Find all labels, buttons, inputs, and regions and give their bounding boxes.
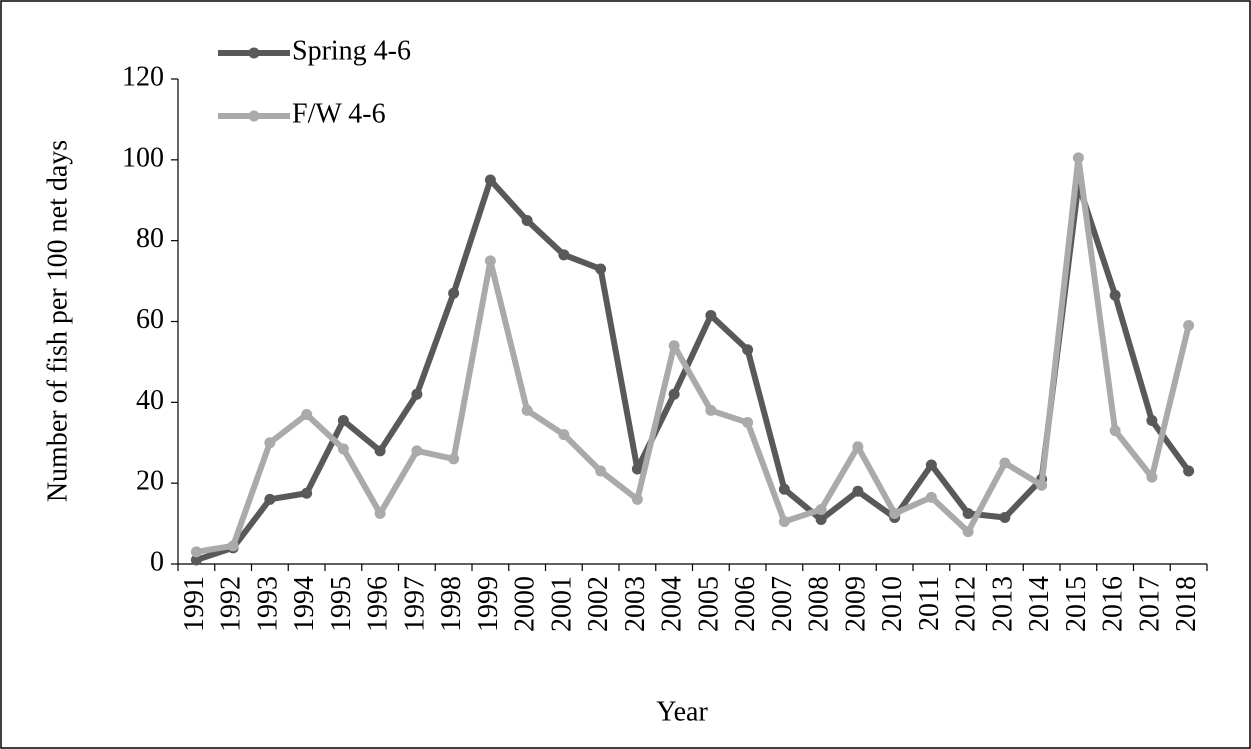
x-tick-label: 1998 [436,576,467,632]
point [668,340,680,352]
point [705,404,717,416]
legend-label: F/W 4-6 [292,98,386,129]
point [448,287,460,299]
point [852,485,864,497]
point [521,214,533,226]
point [411,388,423,400]
x-tick-label: 1995 [326,576,357,632]
y-axis-label: Number of fish per 100 net days [42,140,73,502]
point [558,429,570,441]
point [374,507,386,519]
point [521,404,533,416]
y-tick-label: 20 [136,466,164,497]
point [1036,479,1048,491]
x-tick-label: 1994 [289,576,320,632]
x-axis-label: Year [656,696,708,727]
point [925,459,937,471]
point [484,174,496,186]
x-tick-label: 2001 [546,576,577,632]
y-tick-label: 40 [136,385,164,416]
point [411,445,423,457]
point [778,516,790,528]
x-tick-label: 2016 [1098,576,1129,632]
point [778,483,790,495]
point [264,437,276,449]
y-tick-label: 80 [136,223,164,254]
y-tick-label: 0 [150,546,164,577]
point [301,408,313,420]
point [962,526,974,538]
x-tick-label: 2014 [1024,576,1055,632]
x-tick-label: 2017 [1134,576,1165,632]
point [301,487,313,499]
y-tick-label: 100 [122,142,164,173]
x-tick-label: 2006 [730,576,761,632]
x-tick-label: 2004 [657,576,688,632]
x-tick-label: 2009 [840,576,871,632]
legend-marker [248,47,260,59]
point [1109,289,1121,301]
point [742,344,754,356]
x-tick-label: 1992 [216,576,247,632]
point [962,507,974,519]
point [448,453,460,465]
x-tick-label: 1996 [363,576,394,632]
point [1146,415,1158,427]
point [190,554,202,566]
point [1109,425,1121,437]
point [668,388,680,400]
point [337,415,349,427]
x-tick-label: 2013 [987,576,1018,632]
point [484,255,496,267]
point [337,443,349,455]
point [742,417,754,429]
legend-marker [248,110,260,122]
x-tick-label: 1991 [179,576,210,632]
x-tick-label: 2007 [767,576,798,632]
y-tick-label: 60 [136,304,164,335]
x-tick-label: 2010 [877,576,908,632]
point [815,514,827,526]
x-tick-label: 2018 [1171,576,1202,632]
point [852,441,864,453]
y-tick-label: 120 [122,61,164,92]
x-tick-label: 1993 [252,576,283,632]
x-tick-label: 2015 [1061,576,1092,632]
series-line [195,177,1192,563]
point [815,503,827,515]
x-tick-label: 2012 [951,576,982,632]
point [595,263,607,275]
point [1072,152,1084,164]
point [1183,465,1195,477]
point [889,507,901,519]
x-tick-label: 2000 [510,576,541,632]
point [999,512,1011,524]
point [1146,471,1158,483]
point [190,546,202,558]
point [631,493,643,505]
x-tick-label: 2011 [914,576,945,631]
point [374,445,386,457]
point [999,457,1011,469]
point [227,540,239,552]
point [705,309,717,321]
x-tick-label: 2003 [620,576,651,632]
x-tick-label: 2008 [804,576,835,632]
point [264,493,276,505]
point [925,491,937,503]
x-tick-label: 1999 [473,576,504,632]
x-tick-label: 2002 [583,576,614,632]
x-tick-label: 1997 [399,576,430,632]
point [1183,320,1195,332]
legend-label: Spring 4-6 [292,35,411,66]
point [558,249,570,261]
point [631,463,643,475]
series-line [195,154,1192,555]
x-tick-label: 2005 [693,576,724,632]
point [595,465,607,477]
